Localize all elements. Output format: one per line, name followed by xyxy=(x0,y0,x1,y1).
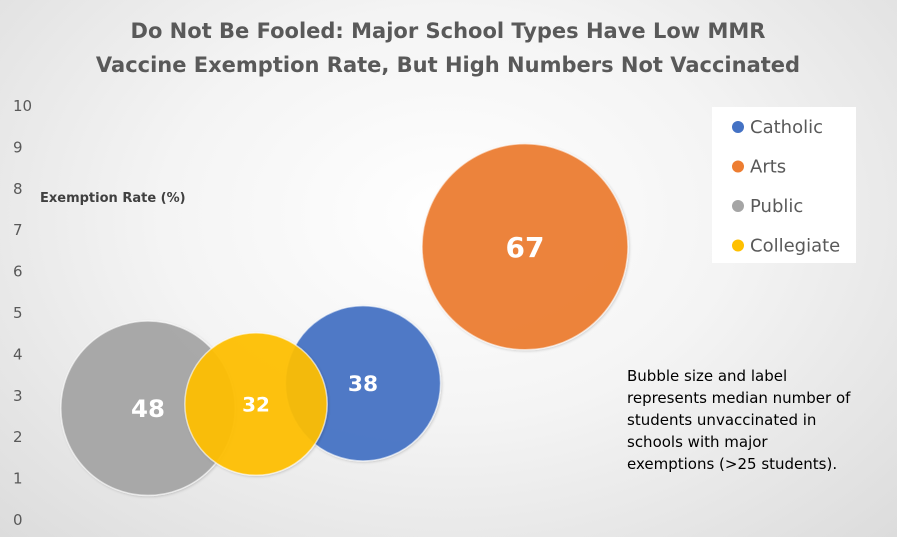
y-tick-label: 7 xyxy=(13,221,23,239)
chart-title-line-1: Do Not Be Fooled: Major School Types Hav… xyxy=(131,19,766,43)
y-axis-ticks: 0 1 2 3 4 5 6 7 8 9 10 xyxy=(13,97,32,529)
legend-marker-catholic xyxy=(732,121,744,133)
data-label-collegiate: 32 xyxy=(242,393,270,416)
legend-label-arts: Arts xyxy=(750,157,786,178)
legend-label-collegiate: Collegiate xyxy=(750,236,840,257)
y-tick-label: 4 xyxy=(13,345,23,363)
y-tick-label: 6 xyxy=(13,263,23,281)
y-tick-label: 10 xyxy=(13,97,32,115)
legend-box xyxy=(712,107,856,263)
chart-title: Do Not Be Fooled: Major School Types Hav… xyxy=(96,19,800,77)
y-tick-label: 1 xyxy=(13,470,23,488)
legend-marker-public xyxy=(732,200,744,212)
chart-title-line-2: Vaccine Exemption Rate, But High Numbers… xyxy=(96,53,800,77)
annotation-note: Bubble size and label represents median n… xyxy=(627,367,851,473)
y-axis-label: Exemption Rate (%) xyxy=(40,191,186,206)
y-tick-label: 8 xyxy=(13,180,23,198)
legend: Catholic Arts Public Collegiate xyxy=(712,107,856,263)
data-label-catholic: 38 xyxy=(348,372,378,397)
annotation-line: Bubble size and label xyxy=(627,367,787,385)
legend-label-public: Public xyxy=(750,196,803,217)
y-tick-label: 5 xyxy=(13,304,23,322)
y-tick-label: 0 xyxy=(13,511,23,529)
data-label-arts: 67 xyxy=(506,231,545,264)
legend-label-catholic: Catholic xyxy=(750,117,823,138)
y-tick-label: 9 xyxy=(13,138,23,156)
annotation-line: schools with major xyxy=(627,433,768,451)
annotation-line: represents median number of xyxy=(627,389,851,407)
data-label-public: 48 xyxy=(131,394,165,423)
legend-marker-arts xyxy=(732,160,744,173)
bubble-arts xyxy=(421,143,629,351)
annotation-line: students unvaccinated in xyxy=(627,411,816,429)
bubble-collegiate xyxy=(184,332,328,477)
bubbles: 67 48 38 32 xyxy=(60,143,629,497)
legend-marker-collegiate xyxy=(732,239,744,252)
annotation-line: exemptions (>25 students). xyxy=(627,455,837,473)
y-tick-label: 3 xyxy=(13,387,23,405)
y-tick-label: 2 xyxy=(13,428,23,446)
